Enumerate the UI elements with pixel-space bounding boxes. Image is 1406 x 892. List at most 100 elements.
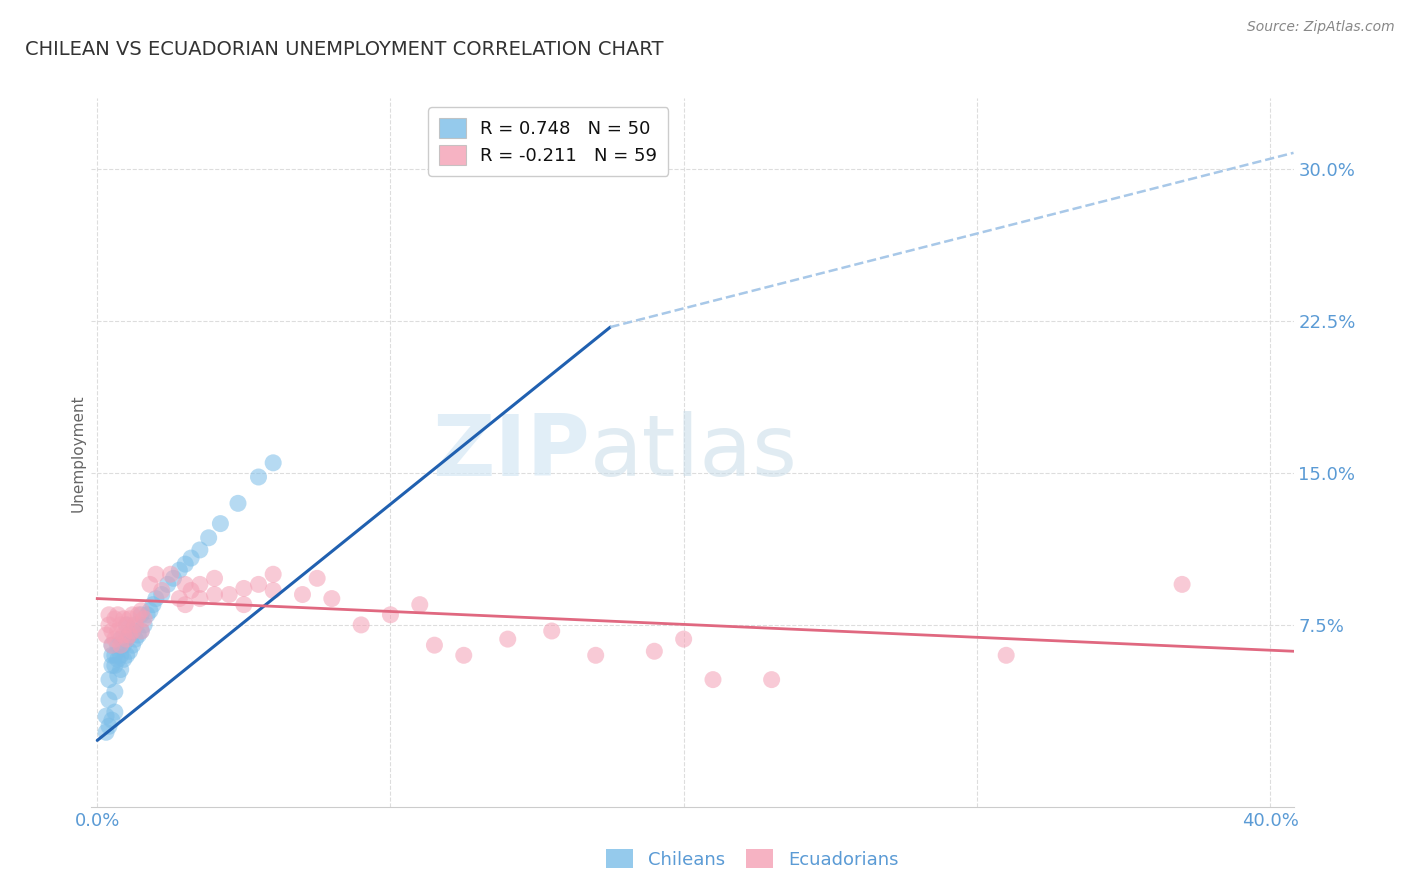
Point [129, 604, 152, 618]
Point [129, 607, 152, 622]
Point [118, 644, 141, 658]
Point [118, 628, 141, 642]
Point [101, 713, 124, 727]
Point [112, 612, 135, 626]
Point [124, 618, 146, 632]
Point [112, 652, 135, 666]
Point [761, 673, 783, 687]
Point [115, 618, 138, 632]
Point [101, 658, 124, 673]
Point [104, 648, 127, 663]
Point [204, 588, 226, 602]
Point [104, 658, 127, 673]
Point [262, 583, 284, 598]
Point [134, 612, 156, 626]
Point [180, 551, 202, 566]
Point [94, 709, 117, 723]
Point [380, 607, 402, 622]
Point [180, 583, 202, 598]
Point [115, 618, 138, 632]
Point [104, 705, 127, 719]
Point [139, 577, 162, 591]
Y-axis label: Unemployment: Unemployment [70, 394, 86, 511]
Point [262, 456, 284, 470]
Point [101, 648, 124, 663]
Point [104, 685, 127, 699]
Point [127, 628, 149, 642]
Point [112, 628, 135, 642]
Point [107, 652, 129, 666]
Point [188, 543, 211, 558]
Point [110, 632, 132, 646]
Text: ZIP: ZIP [433, 411, 591, 494]
Point [540, 624, 562, 638]
Point [107, 607, 129, 622]
Point [585, 648, 607, 663]
Point [104, 632, 127, 646]
Point [127, 607, 149, 622]
Point [197, 531, 219, 545]
Point [169, 591, 191, 606]
Point [350, 618, 373, 632]
Point [188, 591, 211, 606]
Point [139, 604, 162, 618]
Point [107, 638, 129, 652]
Point [101, 638, 124, 652]
Point [129, 624, 152, 638]
Point [1171, 577, 1194, 591]
Point [209, 516, 232, 531]
Point [453, 648, 475, 663]
Point [218, 588, 240, 602]
Point [169, 563, 191, 577]
Point [110, 648, 132, 663]
Point [115, 632, 138, 646]
Point [226, 496, 249, 510]
Point [98, 693, 121, 707]
Point [118, 612, 141, 626]
Point [995, 648, 1018, 663]
Point [124, 618, 146, 632]
Point [232, 582, 254, 596]
Legend: R = 0.748   N = 50, R = -0.211   N = 59: R = 0.748 N = 50, R = -0.211 N = 59 [427, 107, 668, 176]
Point [188, 577, 211, 591]
Point [643, 644, 665, 658]
Point [204, 571, 226, 585]
Point [101, 638, 124, 652]
Point [101, 624, 124, 638]
Point [409, 598, 432, 612]
Point [702, 673, 724, 687]
Point [98, 719, 121, 733]
Point [142, 598, 165, 612]
Point [129, 624, 152, 638]
Legend: Chileans, Ecuadorians: Chileans, Ecuadorians [599, 841, 905, 876]
Point [262, 567, 284, 582]
Point [110, 638, 132, 652]
Point [156, 577, 179, 591]
Point [110, 663, 132, 677]
Point [321, 591, 343, 606]
Point [134, 618, 156, 632]
Point [162, 571, 184, 585]
Point [136, 607, 159, 622]
Point [174, 598, 197, 612]
Point [174, 577, 197, 591]
Point [98, 618, 121, 632]
Point [110, 618, 132, 632]
Point [118, 628, 141, 642]
Point [98, 607, 121, 622]
Point [247, 470, 270, 484]
Point [174, 557, 197, 571]
Point [121, 607, 143, 622]
Point [145, 591, 167, 606]
Point [159, 567, 181, 582]
Point [107, 668, 129, 682]
Point [291, 588, 314, 602]
Point [232, 598, 254, 612]
Point [104, 612, 127, 626]
Text: CHILEAN VS ECUADORIAN UNEMPLOYMENT CORRELATION CHART: CHILEAN VS ECUADORIAN UNEMPLOYMENT CORRE… [25, 40, 664, 59]
Point [98, 673, 121, 687]
Point [124, 632, 146, 646]
Point [94, 725, 117, 739]
Point [247, 577, 270, 591]
Point [423, 638, 446, 652]
